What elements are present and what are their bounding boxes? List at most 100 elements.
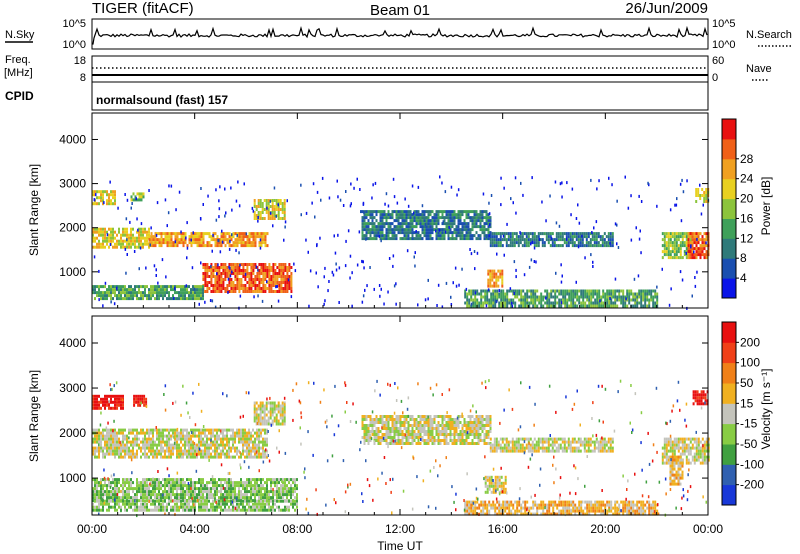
power-cell: [138, 230, 140, 234]
velocity-cell: [124, 496, 126, 500]
power-cell: [506, 295, 509, 299]
velocity-cell: [283, 419, 286, 423]
power-cell: [279, 199, 282, 202]
velocity-cell: [102, 499, 104, 503]
power-cell: [435, 229, 437, 233]
power-cell: [100, 196, 102, 200]
velocity-cell: [132, 502, 134, 506]
power-cell: [170, 232, 173, 236]
velocity-cell: [280, 490, 282, 494]
power-cell: [465, 213, 468, 217]
power-cell: [598, 292, 601, 296]
power-cell: [155, 268, 157, 272]
power-cell: [267, 214, 270, 217]
power-cell: [269, 217, 272, 220]
power-cell: [206, 290, 209, 293]
power-cell: [521, 232, 524, 236]
power-cell: [571, 232, 574, 236]
power-cell: [261, 211, 264, 214]
power-cell: [497, 269, 500, 273]
power-echo-region: [661, 232, 692, 260]
power-cell: [609, 297, 611, 300]
power-cell: [626, 295, 629, 299]
power-cell: [545, 232, 548, 236]
power-cell: [256, 290, 259, 293]
power-cell: [681, 278, 684, 282]
power-cell: [128, 242, 130, 246]
power-cell: [487, 288, 490, 292]
power-cell: [469, 210, 472, 214]
power-cell: [208, 235, 211, 239]
power-cell: [699, 253, 702, 257]
power-cell: [701, 238, 704, 242]
power-cell: [383, 210, 386, 214]
power-cell: [541, 244, 544, 248]
power-colorbar-tick-label: 16: [740, 211, 754, 225]
power-cell: [228, 269, 231, 272]
velocity-cell: [186, 449, 188, 453]
freq-tick-bottom: 8: [80, 72, 86, 84]
power-cell: [602, 292, 605, 296]
power-cell: [231, 270, 233, 274]
power-cell: [242, 272, 245, 275]
power-cell: [276, 278, 279, 281]
velocity-cell: [186, 455, 188, 459]
power-cell: [605, 241, 608, 245]
power-cell: [277, 299, 280, 303]
velocity-cell: [244, 490, 246, 494]
velocity-cell: [100, 400, 102, 404]
velocity-cell: [284, 481, 286, 485]
power-cell: [686, 179, 688, 183]
velocity-cell: [178, 452, 180, 456]
velocity-cell: [214, 428, 216, 432]
velocity-cell: [176, 443, 178, 447]
velocity-cell: [148, 508, 150, 512]
velocity-cell: [140, 446, 142, 450]
velocity-cell: [256, 428, 258, 432]
power-cell: [519, 231, 521, 235]
power-ytick-label: 2000: [59, 221, 86, 235]
velocity-cell: [140, 493, 142, 497]
power-cell: [112, 285, 114, 289]
velocity-cell: [114, 406, 116, 410]
power-cell: [423, 228, 426, 232]
power-cell: [677, 244, 680, 248]
power-cell: [701, 253, 704, 257]
power-cell: [470, 295, 473, 299]
velocity-cell: [158, 443, 160, 447]
velocity-cell: [218, 455, 220, 459]
velocity-cell: [128, 455, 130, 459]
power-cell: [266, 280, 268, 284]
power-cell: [467, 225, 470, 229]
velocity-cell: [108, 490, 110, 494]
velocity-cell: [172, 481, 174, 485]
power-cell: [519, 238, 522, 242]
velocity-cell: [190, 493, 192, 497]
power-cell: [537, 241, 540, 245]
power-cell: [485, 235, 488, 239]
power-cell: [407, 213, 410, 217]
power-cell: [401, 225, 404, 229]
power-cell: [174, 291, 176, 295]
power-cell: [288, 269, 291, 272]
power-cell: [533, 246, 536, 250]
power-cell: [164, 235, 167, 239]
power-cell: [487, 216, 490, 220]
velocity-cell: [234, 446, 236, 450]
power-cell: [186, 246, 189, 250]
power-cell: [564, 298, 567, 302]
velocity-cell: [206, 487, 208, 491]
velocity-cell: [102, 449, 104, 453]
power-cell: [218, 290, 221, 293]
power-cell: [242, 244, 245, 248]
power-cell: [509, 232, 512, 236]
velocity-cell: [92, 452, 94, 456]
power-cell: [375, 225, 378, 229]
power-cell: [112, 245, 114, 249]
velocity-cell: [122, 490, 124, 494]
power-cell: [260, 244, 263, 248]
power-cell: [128, 294, 130, 298]
power-cell: [646, 298, 649, 302]
power-cell: [465, 287, 468, 291]
velocity-cell: [132, 446, 134, 450]
